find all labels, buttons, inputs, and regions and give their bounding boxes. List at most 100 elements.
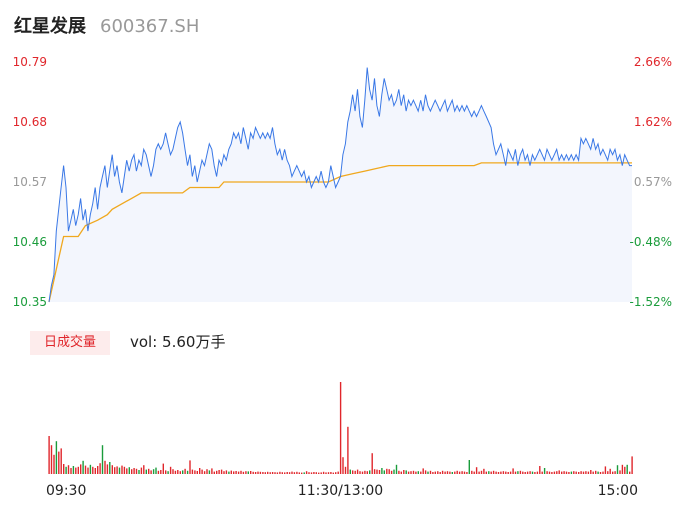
volume-bar: [303, 472, 305, 474]
volume-bar: [631, 456, 633, 474]
volume-bar: [133, 468, 135, 474]
volume-bar: [97, 466, 99, 474]
volume-bar: [585, 471, 587, 474]
volume-bar: [123, 466, 126, 474]
volume-bar: [220, 469, 223, 474]
volume-bar: [558, 470, 560, 474]
volume-bar: [99, 463, 101, 474]
volume-bar: [434, 471, 436, 474]
volume-bar: [395, 464, 398, 474]
volume-bar: [495, 471, 497, 474]
volume-bar: [456, 470, 458, 474]
volume-bar: [410, 471, 412, 474]
volume-bar: [126, 468, 128, 474]
volume-bar: [271, 472, 274, 474]
price-tick-label: 10.46: [13, 235, 47, 249]
volume-bar: [398, 470, 400, 474]
stock-code: 600367.SH: [100, 16, 200, 37]
volume-bar: [626, 464, 628, 474]
volume-bar: [208, 470, 211, 474]
volume-bar: [526, 471, 529, 474]
volume-bar: [483, 468, 485, 474]
time-tick-label: 09:30: [46, 483, 86, 499]
volume-bar: [135, 468, 138, 474]
volume-bar: [318, 472, 320, 474]
volume-bar: [451, 472, 453, 474]
volume-bar: [94, 468, 96, 474]
volume-bar: [264, 472, 266, 474]
volume-bar: [371, 453, 373, 474]
volume-tab[interactable]: 日成交量: [30, 331, 110, 355]
volume-total-label: vol: 5.60万手: [130, 333, 226, 351]
volume-bar: [121, 465, 123, 474]
volume-bar: [254, 472, 257, 474]
volume-bar: [364, 470, 366, 474]
volume-bar: [551, 472, 553, 474]
volume-bar: [446, 471, 449, 474]
volume-bar: [461, 471, 463, 474]
average-price-line: [48, 162, 632, 303]
volume-bar: [407, 471, 410, 474]
volume-bar: [228, 471, 230, 474]
volume-bar: [216, 470, 218, 474]
volume-bar: [92, 466, 94, 474]
volume-bar: [162, 463, 164, 474]
volume-bar: [354, 470, 356, 474]
volume-bar: [405, 470, 407, 474]
volume-bar: [344, 466, 347, 474]
volume-bar: [330, 472, 332, 474]
volume-bar: [225, 470, 228, 474]
volume-bar: [361, 471, 364, 474]
volume-bar: [67, 465, 70, 474]
volume-bar: [619, 470, 621, 474]
volume-bar: [286, 472, 288, 474]
volume-bar: [48, 436, 50, 474]
volume-bar: [604, 466, 607, 474]
volume-bar: [497, 472, 500, 474]
volume-bar: [65, 466, 67, 474]
volume-bar: [138, 470, 140, 474]
volume-bar: [240, 470, 242, 474]
volume-bar: [55, 441, 58, 474]
volume-bar: [624, 466, 626, 474]
volume-bar: [252, 471, 254, 474]
volume-bar: [201, 469, 203, 474]
volume-bar: [524, 472, 526, 474]
volume-bar: [548, 471, 551, 474]
volume-bar: [403, 470, 405, 474]
volume-bar: [417, 471, 419, 474]
price-line: [48, 67, 632, 303]
volume-bar: [211, 468, 213, 474]
volume-bar: [131, 469, 133, 474]
price-tick-label: 10.79: [13, 55, 47, 69]
volume-bar: [247, 471, 249, 474]
time-tick-label: 11:30/13:00: [298, 483, 383, 499]
volume-bar: [427, 471, 429, 474]
volume-bar: [230, 470, 232, 474]
volume-bar: [388, 469, 390, 474]
volume-bar: [534, 472, 536, 474]
volume-bar: [82, 460, 84, 474]
volume-bar: [507, 472, 509, 474]
volume-bar: [196, 471, 198, 474]
volume-bar: [259, 471, 262, 474]
volume-bar: [276, 472, 279, 474]
volume-bar: [553, 471, 556, 474]
volume-bar: [257, 471, 259, 474]
volume-bar: [599, 472, 602, 474]
volume-bar: [63, 464, 65, 474]
volume-bar: [429, 470, 432, 474]
volume-bar: [60, 448, 62, 474]
volume-bar: [298, 472, 300, 474]
volume-bar: [58, 451, 60, 474]
volume-bar: [386, 468, 388, 474]
volume-bar: [595, 470, 597, 474]
volume-bar: [563, 471, 565, 474]
volume-bar: [458, 471, 461, 474]
volume-bar: [288, 472, 291, 474]
volume-bar: [80, 464, 82, 474]
volume-bar: [522, 471, 524, 474]
volume-bar: [449, 471, 451, 474]
volume-bar: [145, 469, 147, 474]
volume-bar: [463, 471, 466, 474]
